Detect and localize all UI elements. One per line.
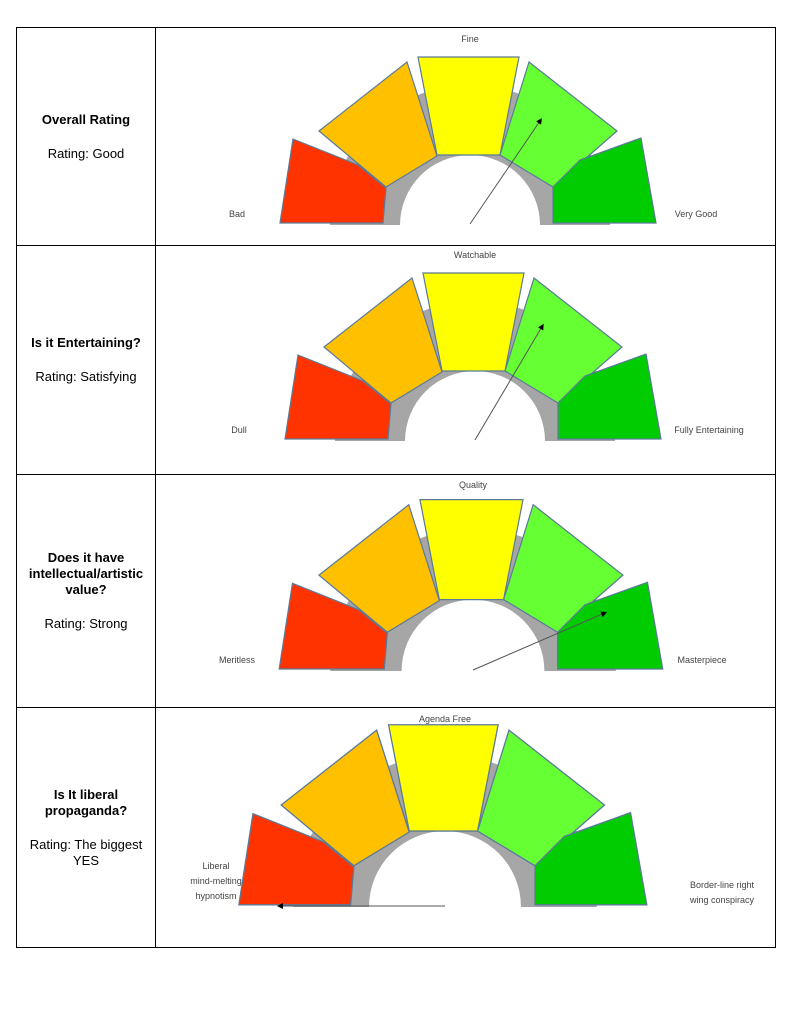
segment-top <box>557 581 664 670</box>
segment-low <box>323 276 443 404</box>
segment-low <box>318 503 441 633</box>
table-row: Overall Rating Rating: Good Fine Bad Very … <box>16 27 776 246</box>
gauge: Agenda Free Liberal mind-melting hypnotism B… <box>190 714 755 909</box>
left-label: Liberal <box>202 861 229 871</box>
top-label: Watchable <box>454 250 496 260</box>
table-row: Is It liberal propaganda? Rating: The bi… <box>16 707 776 948</box>
table-row: Does it have intellectual/artistic value… <box>16 474 776 708</box>
rating: Rating: Satisfying <box>35 369 137 384</box>
segment-top <box>552 137 657 224</box>
segment-bad <box>279 138 387 224</box>
question-cell: Is It liberal propaganda? Rating: The bi… <box>16 707 156 948</box>
gauge: Quality Meritless Masterpiece <box>219 480 727 671</box>
top-label: Quality <box>459 480 488 490</box>
question-cell: Overall Rating Rating: Good <box>16 27 156 246</box>
needle <box>469 118 542 225</box>
segment-bad <box>278 582 388 670</box>
question-cell: Does it have intellectual/artistic value… <box>16 474 156 708</box>
left-label: Dull <box>231 425 247 435</box>
top-label: Fine <box>461 34 479 44</box>
gauge-cell: Quality Meritless Masterpiece <box>155 474 776 708</box>
gauge: Watchable Dull Fully Entertaining <box>231 250 744 441</box>
segment-low <box>318 60 438 188</box>
segment-bad <box>238 812 355 906</box>
question-cell: Is it Entertaining? Rating: Satisfying <box>16 245 156 475</box>
question: Is it Entertaining? <box>31 335 141 350</box>
top-label: Agenda Free <box>419 714 471 724</box>
needle <box>472 611 607 671</box>
gauge-cell: Agenda Free Liberal mind-melting hypnotism B… <box>155 707 776 948</box>
rating: Rating: Good <box>47 145 125 161</box>
question: Overall Rating <box>41 111 131 127</box>
table-row: Is it Entertaining? Rating: Satisfying W… <box>16 245 776 475</box>
right-label: Fully Entertaining <box>674 425 744 435</box>
gauge-cell: Fine Bad Very Good <box>155 27 776 246</box>
rating: Rating: The biggest YES <box>29 836 143 868</box>
rating: Rating: Strong <box>44 616 128 631</box>
right-label: wing conspiracy <box>689 895 755 905</box>
right-label: Border-line right <box>690 880 755 890</box>
segment-top <box>557 353 662 440</box>
right-label: Very Good <box>675 209 718 219</box>
left-label: Bad <box>229 209 245 219</box>
segment-bad <box>284 354 392 440</box>
needle <box>474 323 544 441</box>
left-label: mind-melting <box>190 876 242 886</box>
question: Does it have intellectual/artistic value… <box>28 550 144 597</box>
left-label: Meritless <box>219 655 256 665</box>
right-label: Masterpiece <box>677 655 726 665</box>
left-label: hypnotism <box>195 891 236 901</box>
question: Is It liberal propaganda? <box>44 786 128 818</box>
segment-low <box>280 729 410 867</box>
gauge: Fine Bad Very Good <box>229 34 718 225</box>
segment-top <box>534 811 648 906</box>
rating-table: Overall Rating Rating: Good Fine Bad Very … <box>16 27 776 948</box>
gauge-cell: Watchable Dull Fully Entertaining <box>155 245 776 475</box>
